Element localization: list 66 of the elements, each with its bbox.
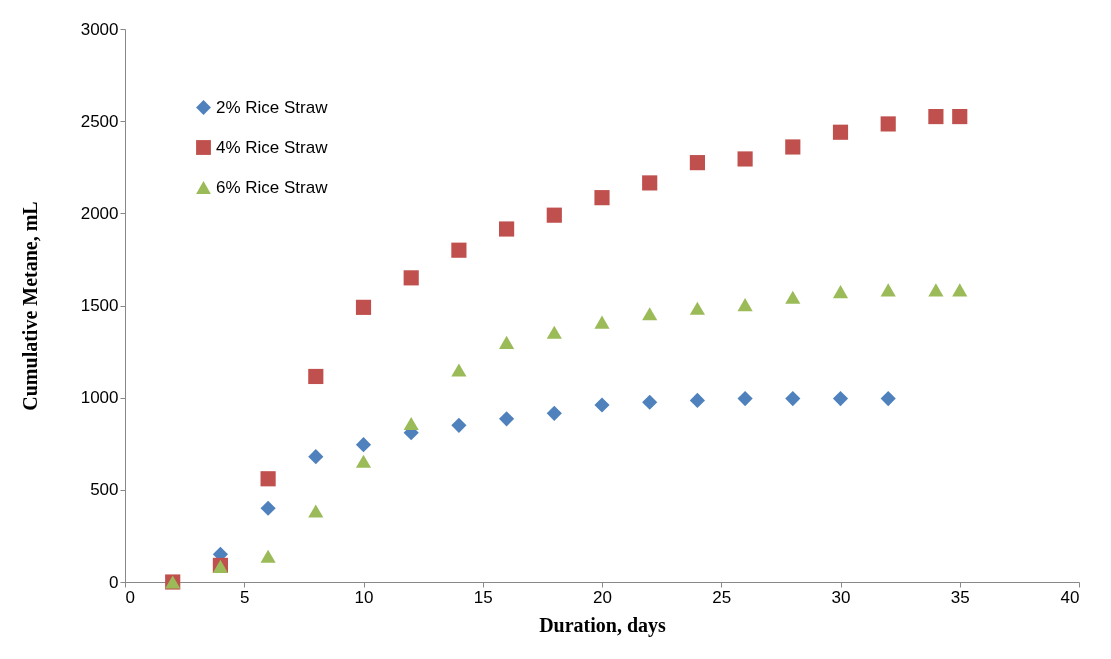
point xyxy=(403,270,419,286)
y-tick-label: 0 xyxy=(109,572,119,592)
point xyxy=(689,301,705,315)
legend-label: 4% Rice Straw xyxy=(216,137,329,157)
point xyxy=(355,454,372,468)
point xyxy=(928,283,944,297)
point xyxy=(880,391,896,407)
point xyxy=(546,405,562,421)
point xyxy=(594,190,610,206)
x-axis-title: Duration, days xyxy=(539,613,667,637)
y-tick-label: 3000 xyxy=(80,19,119,39)
point xyxy=(499,221,515,237)
x-tick-label: 30 xyxy=(831,587,851,607)
point xyxy=(546,325,562,339)
x-tick-label: 10 xyxy=(354,587,374,607)
y-tick-label: 500 xyxy=(90,480,119,500)
point xyxy=(260,500,276,516)
y-tick-label: 2500 xyxy=(80,111,119,131)
point xyxy=(403,416,419,431)
x-tick-label: 5 xyxy=(240,587,250,607)
point xyxy=(308,449,324,465)
point xyxy=(928,108,944,125)
point xyxy=(832,391,849,407)
point xyxy=(737,391,753,407)
point xyxy=(499,335,515,349)
x-tick-label: 35 xyxy=(950,587,970,607)
point xyxy=(952,283,968,297)
point xyxy=(785,391,801,407)
point xyxy=(737,298,753,312)
point xyxy=(880,116,896,132)
point xyxy=(952,108,968,125)
legend-label: 6% Rice Straw xyxy=(216,177,329,197)
y-tick-label: 1500 xyxy=(80,296,119,315)
point xyxy=(260,471,276,487)
point xyxy=(355,299,372,315)
y-axis-title: Cumulative Metane, mL xyxy=(18,201,41,411)
y-tick-label: 1000 xyxy=(80,388,119,408)
point xyxy=(689,392,705,409)
point xyxy=(451,242,467,258)
point xyxy=(355,437,372,453)
point xyxy=(880,283,896,297)
point xyxy=(832,124,849,140)
point xyxy=(308,504,324,518)
point xyxy=(642,175,658,191)
point xyxy=(451,417,467,433)
x-tick-label: 40 xyxy=(1060,587,1080,607)
point xyxy=(499,411,515,427)
x-tick-label: 15 xyxy=(473,587,493,607)
x-tick-label: 20 xyxy=(593,587,612,607)
point xyxy=(785,290,801,304)
x-tick-label: 0 xyxy=(125,587,135,607)
point xyxy=(642,394,658,410)
point xyxy=(308,368,324,385)
point xyxy=(689,155,705,171)
point xyxy=(642,307,658,321)
point xyxy=(594,315,610,329)
y-tick-label: 2000 xyxy=(80,203,119,223)
point xyxy=(260,549,276,563)
point xyxy=(546,207,562,223)
point xyxy=(832,285,849,299)
point xyxy=(451,363,467,377)
point xyxy=(594,397,610,413)
point xyxy=(785,139,801,155)
point xyxy=(737,151,753,167)
legend-label: 2% Rice Straw xyxy=(216,97,329,117)
x-tick-label: 25 xyxy=(712,587,732,607)
